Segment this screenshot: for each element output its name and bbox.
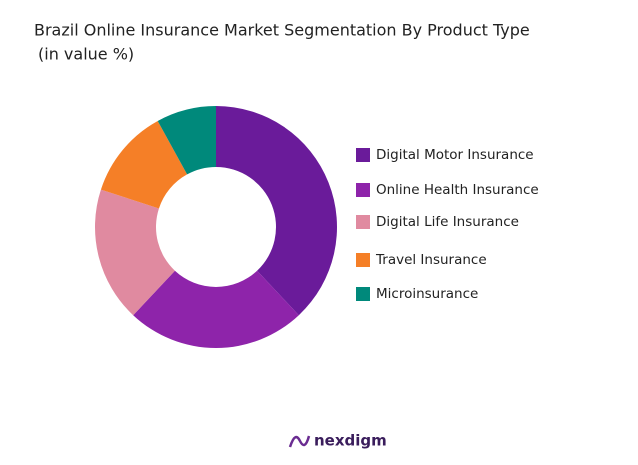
legend-label: Online Health Insurance bbox=[376, 182, 539, 198]
logo-text: nexdigm bbox=[314, 432, 387, 450]
chart-title: Brazil Online Insurance Market Segmentat… bbox=[34, 21, 530, 40]
logo-icon bbox=[288, 435, 311, 448]
donut-slice bbox=[216, 106, 337, 316]
donut-slice bbox=[157, 106, 216, 175]
legend-swatch bbox=[356, 287, 370, 301]
legend-swatch bbox=[356, 183, 370, 197]
legend-swatch bbox=[356, 253, 370, 267]
donut-slice bbox=[95, 189, 175, 316]
legend-label: Microinsurance bbox=[376, 286, 478, 302]
chart-subtitle: (in value %) bbox=[38, 45, 134, 64]
legend-swatch bbox=[356, 148, 370, 162]
donut-slice bbox=[100, 120, 188, 209]
donut-slice bbox=[133, 270, 299, 348]
legend-swatch bbox=[356, 215, 370, 229]
legend-label: Travel Insurance bbox=[375, 252, 487, 268]
legend-label: Digital Life Insurance bbox=[376, 214, 519, 230]
legend-label: Digital Motor Insurance bbox=[376, 147, 534, 163]
logo: nexdigm bbox=[288, 432, 387, 450]
